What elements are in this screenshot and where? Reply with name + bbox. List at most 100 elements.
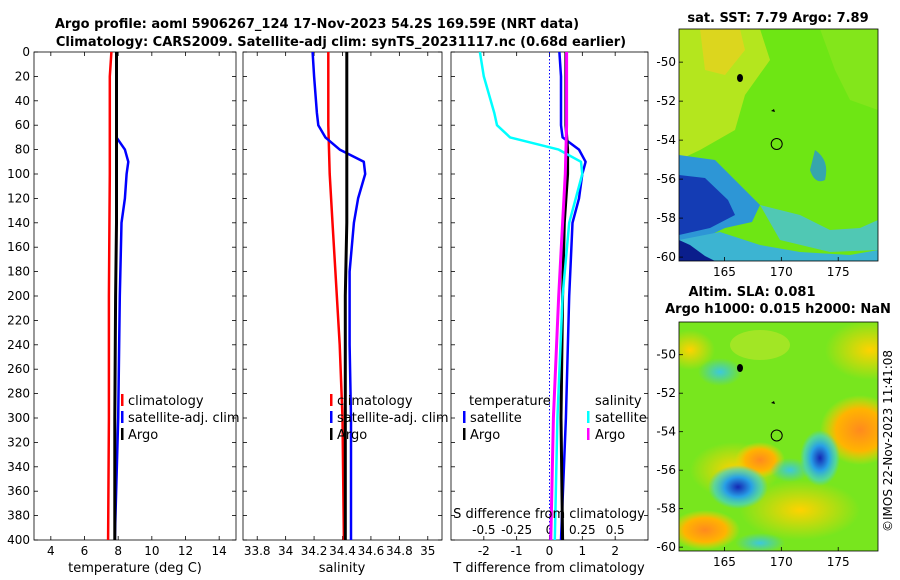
sst-cold-core (679, 175, 735, 235)
y-tick-label: 280 (7, 387, 30, 401)
sst-map-image (679, 29, 878, 261)
legend-label-argo: Argo (337, 428, 367, 443)
legend-heading-temperature: temperature (469, 394, 551, 409)
series-line-argo (343, 52, 349, 540)
legend-label-temp-argo: Argo (470, 428, 500, 443)
map-x-tick-label: 175 (827, 265, 850, 279)
map-y-tick-label: -56 (656, 172, 676, 186)
legend-swatch-argo (121, 428, 124, 440)
sla-yellowgreen-band (730, 330, 790, 360)
sla-map-image (679, 322, 878, 551)
y-tick-label: 240 (7, 338, 30, 352)
salinity-legend: climatology satellite-adj. clim Argo (330, 394, 449, 443)
map-y-tick-label: -54 (656, 133, 676, 147)
y-tick-label: 20 (15, 69, 30, 83)
legend-label-sal-argo: Argo (595, 428, 625, 443)
y-tick-label: 360 (7, 484, 30, 498)
x-tick-label: 34.2 (301, 544, 328, 558)
salinity-xlabel: salinity (319, 561, 366, 576)
map-x-tick-label: 165 (713, 555, 736, 569)
y-tick-label: 40 (15, 94, 30, 108)
axes-frame (450, 51, 649, 541)
sst-eddy (810, 150, 827, 182)
y-tick-label: 180 (7, 265, 30, 279)
map-y-tick-label: -58 (656, 502, 676, 516)
series-line-climatology (106, 51, 113, 541)
sla-eddy-east (800, 430, 840, 486)
y-tick-label: 160 (7, 240, 30, 254)
sla-map-ticks: 165 170 175 -50 -52 -54 -56 -58 -60 (656, 348, 849, 569)
map-y-tick-label: -56 (656, 463, 676, 477)
x2-tick-label: -0.5 (472, 523, 495, 537)
temperature-xlabel: temperature (deg C) (68, 561, 202, 576)
figure-title-line2: Climatology: CARS2009. Satellite-adj cli… (56, 35, 626, 50)
legend-swatch-sal-satellite (587, 411, 590, 423)
y-tick-label: 200 (7, 289, 30, 303)
map-y-tick-label: -50 (656, 55, 676, 69)
sla-map-title1: Altim. SLA: 0.081 (689, 285, 816, 300)
sla-island (737, 364, 743, 372)
map-y-tick-label: -58 (656, 211, 676, 225)
legend-label-climatology: climatology (337, 394, 413, 409)
legend-swatch-satellite (121, 411, 124, 423)
x-tick-label: 6 (81, 544, 89, 558)
temperature-legend: climatology satellite-adj. clim Argo (121, 394, 240, 443)
difference-panel: -2 -1 0 1 2 -0.5 -0.25 0 0.25 0.5 (450, 51, 649, 558)
axes-frame (33, 51, 237, 541)
y-tick-label: 140 (7, 216, 30, 230)
sla-map-title2: Argo h1000: 0.015 h2000: NaN (665, 302, 891, 317)
y-tick-label: 260 (7, 362, 30, 376)
series-line-temperature-satellite (558, 51, 587, 541)
y-tick-label: 120 (7, 191, 30, 205)
x-tick-label: 12 (178, 544, 193, 558)
x-tick-label: 14 (212, 544, 227, 558)
legend-heading-salinity: salinity (595, 394, 642, 409)
legend-label-sal-satellite: satellite (595, 411, 647, 426)
x-tick-label: 1 (579, 544, 587, 558)
x-tick-label: 8 (114, 544, 122, 558)
x-tick-label: 34 (278, 544, 293, 558)
map-y-tick-label: -50 (656, 348, 676, 362)
x2-tick-label: 0.5 (606, 523, 625, 537)
sla-warm-north-west (679, 330, 715, 370)
y-tick-label: 320 (7, 435, 30, 449)
x-tick-label: 4 (47, 544, 55, 558)
sst-cool-south-east (760, 205, 878, 252)
salinity-panel: 33.8 34 34.2 34.4 34.6 34.8 35 (242, 51, 443, 558)
sst-warmest-region (700, 29, 745, 75)
y-tick-label: 400 (7, 533, 30, 547)
x-tick-label: 34.4 (329, 544, 356, 558)
map-y-tick-label: -52 (656, 386, 676, 400)
sla-islet (771, 401, 775, 404)
x-tick-label: -2 (478, 544, 490, 558)
difference-xlabel2: S difference from climatology (453, 507, 645, 522)
legend-label-temp-satellite: satellite (470, 411, 522, 426)
x-tick-label: 0 (546, 544, 554, 558)
map-x-tick-label: 175 (827, 555, 850, 569)
sla-cyan-south (735, 533, 785, 551)
difference-legend: temperature satellite Argo salinity sate… (463, 394, 647, 443)
legend-swatch-climatology (330, 394, 333, 406)
y-tick-label: 80 (15, 143, 30, 157)
series-line-satellite-adj-clim (311, 51, 367, 540)
series-line-argo (113, 52, 118, 540)
sst-warm-region (679, 29, 770, 160)
y-tick-label: 0 (22, 45, 30, 59)
y-tick-label: 340 (7, 460, 30, 474)
legend-swatch-temp-satellite (463, 411, 466, 423)
legend-label-argo: Argo (128, 428, 158, 443)
x2-tick-label: 0 (546, 523, 554, 537)
map-y-tick-label: -54 (656, 425, 676, 439)
series-line-salinity-satellite (478, 51, 584, 541)
sla-warm-north-east (825, 322, 878, 380)
map-x-tick-label: 165 (713, 265, 736, 279)
sst-map-title: sat. SST: 7.79 Argo: 7.89 (687, 11, 868, 26)
series-line-salinity-argo (549, 52, 569, 541)
map-y-tick-label: -60 (656, 250, 676, 264)
sla-map-frame (678, 321, 879, 552)
sst-island (737, 74, 743, 82)
difference-xlabel: T difference from climatology (452, 561, 645, 576)
y-tick-label: 60 (15, 118, 30, 132)
sla-eddy-west (708, 465, 768, 509)
